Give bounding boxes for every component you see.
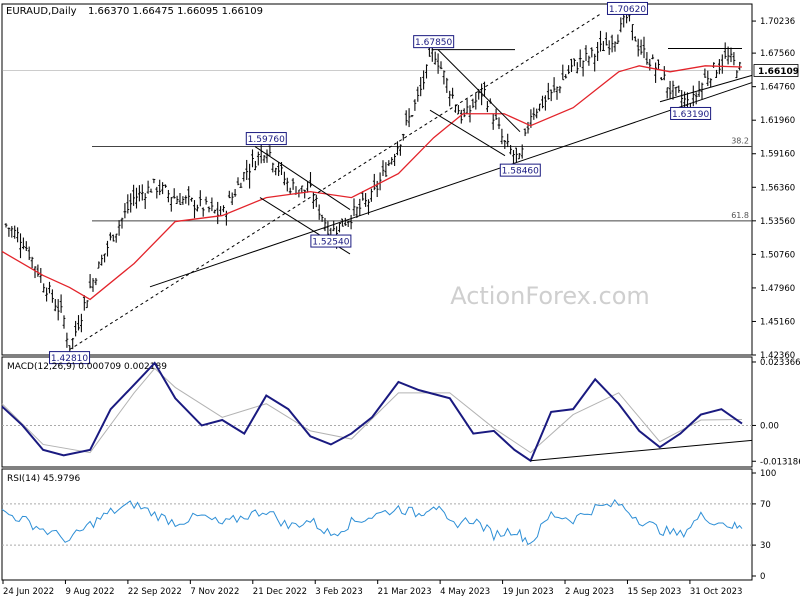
panel-border [1, 468, 753, 581]
macd-tick-label: 0.00 [760, 421, 779, 431]
macd-title: MACD(12,26,9) 0.000709 0.002189 [7, 362, 167, 372]
x-tick-label: 21 Dec 2022 [253, 587, 307, 597]
x-tick-label: 3 Feb 2023 [315, 587, 363, 597]
x-tick-label: 4 May 2023 [440, 587, 490, 597]
price-annotation-label: 1.59760 [248, 135, 285, 145]
price-tick-label: 1.50760 [760, 250, 795, 260]
macd-tick-label: -0.013186 [760, 457, 800, 467]
price-tick-label: 1.61960 [760, 116, 795, 126]
rsi-tick-label: 30 [760, 541, 771, 551]
price-annotation-label: 1.52540 [312, 238, 349, 248]
price-annotation-box [499, 163, 541, 177]
x-tick-label: 9 Aug 2022 [65, 587, 114, 597]
price-panel: 1.70236 1.67560 1.64760 1.61960 1.59160 1.563… [1, 1, 799, 365]
price-annotation-box [310, 234, 352, 248]
trendline-dashed [69, 13, 601, 351]
price-annotation-box [245, 132, 287, 146]
channel2-upper [254, 146, 351, 210]
chart-header-symbol: EURAUD,Daily [6, 6, 77, 17]
price-annotation-label: 1.42810 [51, 354, 88, 364]
x-tick-label: 15 Sep 2023 [627, 587, 681, 597]
watermark: ActionForex.com [450, 282, 650, 310]
price-tick-label: 1.56360 [760, 183, 795, 193]
price-tick-label: 1.64760 [760, 83, 795, 93]
sma-line [1, 65, 743, 301]
rsi-line [1, 498, 743, 546]
macd-panel: 0.023366 0.00 -0.013186 MACD(12,26,9) 0.000… [1, 358, 800, 467]
price-annotation-label: 1.67850 [415, 38, 452, 48]
price-tick-label: 1.59160 [760, 150, 795, 160]
x-tick-label: 22 Sep 2022 [128, 587, 182, 597]
price-tick-label: 1.47960 [760, 284, 795, 294]
macd-signal-line [1, 367, 743, 454]
rsi-tick-label: 0 [760, 572, 765, 582]
price-annotation-box [606, 1, 648, 15]
rsi-title: RSI(14) 45.9796 [7, 474, 80, 484]
price-annotation-box [670, 106, 712, 120]
rsi-tick-label: 70 [760, 500, 771, 510]
rsi-tick-label: 100 [760, 469, 776, 479]
macd-tick-label: 0.023366 [760, 358, 800, 368]
panel-border [1, 356, 753, 468]
price-annotation-box [413, 35, 455, 49]
price-annotation-label: 1.58460 [502, 167, 539, 177]
range-bottom [659, 74, 753, 103]
current-price-label: 1.66109 [758, 67, 799, 77]
price-annotation-label: 1.70620 [609, 5, 646, 15]
price-tick-label: 1.42360 [760, 351, 795, 361]
x-tick-label: 21 Mar 2023 [378, 587, 432, 597]
price-tick-label: 1.67560 [760, 49, 795, 59]
current-price-box [753, 64, 799, 77]
price-tick-label: 1.45160 [760, 317, 795, 327]
x-tick-label: 31 Oct 2023 [690, 587, 743, 597]
trendline-support [149, 82, 753, 288]
retracement-label: 38.2 [731, 137, 749, 146]
x-tick-label: 2 Aug 2023 [565, 587, 614, 597]
rsi-panel: 100 70 30 0 RSI(14) 45.9796 [1, 469, 776, 582]
panel-border [1, 3, 753, 356]
price-annotation-box [49, 351, 91, 365]
price-annotation-label: 1.63190 [672, 110, 709, 120]
x-axis: 24 Jun 2022 9 Aug 2022 22 Sep 2022 7 Nov 20… [2, 580, 743, 597]
macd-line [1, 361, 743, 463]
chart-frame [1, 3, 753, 581]
price-bars [4, 5, 742, 356]
x-tick-label: 19 Jun 2023 [503, 587, 554, 597]
x-tick-label: 7 Nov 2022 [190, 587, 239, 597]
price-tick-label: 1.53560 [760, 217, 795, 227]
chart-header-ohlc: 1.66370 1.66475 1.66095 1.66109 [88, 6, 263, 17]
channel-lower [429, 109, 506, 157]
price-tick-label: 1.70236 [760, 17, 795, 27]
channel-upper [437, 49, 521, 133]
x-tick-label: 24 Jun 2022 [3, 587, 54, 597]
macd-divergence-line [530, 439, 753, 462]
retracement-label: 61.8 [731, 211, 749, 220]
